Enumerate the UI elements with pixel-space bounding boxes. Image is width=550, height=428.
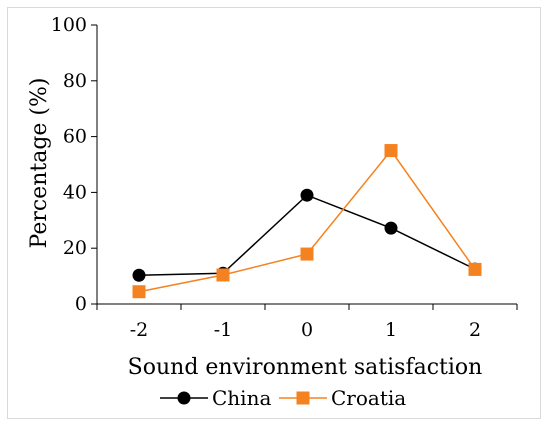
x-tick-label: 2 [469, 319, 481, 341]
legend: China Croatia [160, 386, 406, 410]
chart-frame [7, 7, 541, 419]
data-point [132, 285, 146, 299]
legend-label: Croatia [331, 386, 406, 410]
y-tick-label: 40 [63, 181, 87, 203]
data-point [216, 268, 230, 282]
series-line [138, 149, 476, 293]
data-point [300, 188, 314, 202]
x-tick-labels: -2 -1 0 1 2 [130, 319, 481, 341]
y-axis-title: Percentage (%) [27, 78, 52, 249]
y-tick-label: 60 [63, 126, 87, 148]
y-tick-label: 0 [75, 293, 87, 315]
x-tick-label: -2 [130, 319, 149, 341]
series-layer [132, 144, 482, 299]
data-point [132, 268, 146, 282]
legend-marker [177, 391, 191, 405]
y-tick-label: 80 [63, 70, 87, 92]
x-tick-label: 1 [385, 319, 397, 341]
legend-item-croatia: Croatia [279, 386, 406, 410]
legend-marker [296, 391, 310, 405]
y-tick-labels: 0 20 40 60 80 100 [51, 14, 87, 315]
data-point [468, 262, 482, 276]
x-axis-title: Sound environment satisfaction [128, 355, 483, 380]
y-tick-label: 100 [51, 14, 87, 36]
x-tick-label: -1 [214, 319, 233, 341]
axes [91, 24, 518, 310]
x-tick-label: 0 [301, 319, 313, 341]
data-point [384, 144, 398, 158]
series-china [132, 188, 482, 282]
data-point [300, 247, 314, 261]
series-line [138, 194, 476, 277]
legend-item-china: China [160, 386, 271, 410]
data-point [384, 221, 398, 235]
y-tick-label: 20 [63, 237, 87, 259]
series-croatia [132, 144, 482, 299]
legend-label: China [212, 386, 271, 410]
